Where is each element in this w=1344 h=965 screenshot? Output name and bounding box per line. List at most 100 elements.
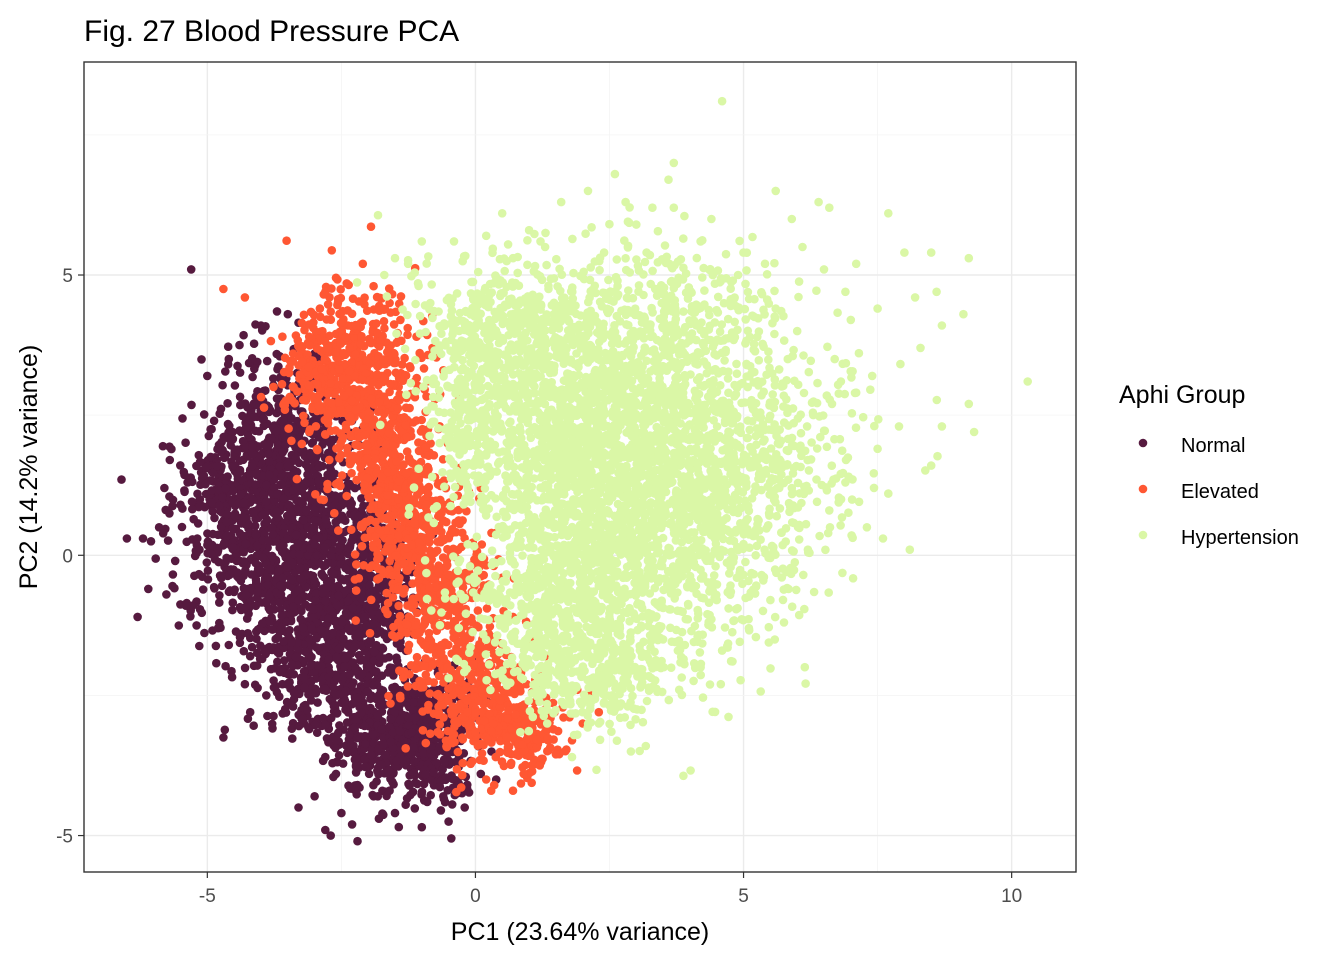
- data-point-normal: [293, 539, 302, 548]
- data-point-normal: [420, 780, 429, 789]
- data-point-normal: [311, 540, 320, 549]
- data-point-elevated: [459, 687, 468, 696]
- data-point-elevated: [394, 602, 403, 611]
- data-point-elevated: [281, 354, 290, 363]
- data-point-elevated: [371, 454, 380, 463]
- data-point-normal: [373, 711, 382, 720]
- data-point-normal: [265, 617, 274, 626]
- data-point-normal: [310, 792, 319, 801]
- data-point-elevated: [395, 666, 404, 675]
- data-point-normal: [299, 516, 308, 525]
- data-point-elevated: [459, 759, 468, 768]
- data-point-normal: [248, 354, 257, 363]
- data-point-elevated: [421, 443, 430, 452]
- data-point-normal: [317, 625, 326, 634]
- data-point-elevated: [392, 551, 401, 560]
- data-point-elevated: [471, 709, 480, 718]
- data-point-normal: [396, 727, 405, 736]
- data-point-elevated: [410, 472, 419, 481]
- data-point-normal: [144, 585, 153, 594]
- data-point-normal: [161, 506, 170, 515]
- data-point-elevated: [311, 490, 320, 499]
- data-point-normal: [294, 803, 303, 812]
- data-point-normal: [319, 589, 328, 598]
- data-point-normal: [210, 584, 219, 593]
- data-point-elevated: [347, 525, 356, 534]
- data-point-normal: [269, 374, 278, 383]
- data-point-normal: [182, 538, 191, 547]
- data-point-elevated: [437, 538, 446, 547]
- data-point-normal: [340, 662, 349, 671]
- data-point-normal: [439, 792, 448, 801]
- data-point-normal: [308, 524, 317, 533]
- data-point-normal: [198, 572, 207, 581]
- data-point-elevated: [356, 464, 365, 473]
- data-point-normal: [273, 648, 282, 657]
- data-point-normal: [187, 265, 196, 274]
- data-point-elevated: [352, 560, 361, 569]
- data-point-elevated: [282, 236, 291, 245]
- data-point-elevated: [468, 618, 477, 627]
- data-point-normal: [236, 393, 245, 402]
- data-point-elevated: [448, 525, 457, 534]
- data-point-elevated: [424, 489, 433, 498]
- data-point-normal: [396, 716, 405, 725]
- data-point-elevated: [363, 306, 372, 315]
- data-point-normal: [221, 662, 230, 671]
- data-point-elevated: [360, 293, 369, 302]
- data-point-normal: [277, 480, 286, 489]
- data-point-elevated: [326, 307, 335, 316]
- data-point-normal: [401, 800, 410, 809]
- data-point-normal: [274, 633, 283, 642]
- data-point-elevated: [351, 616, 360, 625]
- data-point-elevated: [389, 623, 398, 632]
- data-point-normal: [222, 554, 231, 563]
- data-point-normal: [341, 705, 350, 714]
- data-point-normal: [444, 817, 453, 826]
- data-point-normal: [270, 683, 279, 692]
- data-point-normal: [385, 766, 394, 775]
- data-point-elevated: [458, 771, 467, 780]
- data-point-normal: [341, 654, 350, 663]
- data-point-elevated: [476, 756, 485, 765]
- data-point-normal: [299, 624, 308, 633]
- data-point-normal: [288, 661, 297, 670]
- data-point-elevated: [351, 321, 360, 330]
- data-point-elevated: [412, 621, 421, 630]
- data-point-normal: [160, 484, 169, 493]
- data-point-elevated: [573, 766, 582, 775]
- data-point-elevated: [436, 693, 445, 702]
- data-point-normal: [188, 505, 197, 514]
- data-point-normal: [460, 803, 469, 812]
- data-point-normal: [369, 792, 378, 801]
- data-point-elevated: [346, 413, 355, 422]
- data-point-elevated: [361, 431, 370, 440]
- data-point-elevated: [381, 606, 390, 615]
- data-point-elevated: [351, 550, 360, 559]
- data-point-elevated: [528, 761, 537, 770]
- data-point-normal: [392, 757, 401, 766]
- data-point-elevated: [463, 696, 472, 705]
- data-point-elevated: [403, 621, 412, 630]
- data-point-elevated: [342, 492, 351, 501]
- data-point-normal: [313, 698, 322, 707]
- data-point-normal: [440, 758, 449, 767]
- data-point-normal: [341, 564, 350, 573]
- data-point-elevated: [433, 728, 442, 737]
- data-point-normal: [341, 697, 350, 706]
- data-point-normal: [196, 605, 205, 614]
- data-point-normal: [297, 574, 306, 583]
- data-point-normal: [263, 581, 272, 590]
- data-point-elevated: [335, 310, 344, 319]
- data-point-elevated: [420, 364, 429, 373]
- data-point-elevated: [322, 315, 331, 324]
- data-point-normal: [229, 598, 238, 607]
- data-point-elevated: [335, 365, 344, 374]
- data-point-normal: [361, 732, 370, 741]
- data-point-normal: [344, 544, 353, 553]
- data-point-normal: [287, 670, 296, 679]
- data-point-normal: [244, 629, 253, 638]
- data-point-elevated: [375, 306, 384, 315]
- data-point-elevated: [334, 526, 343, 535]
- data-point-normal: [162, 590, 171, 599]
